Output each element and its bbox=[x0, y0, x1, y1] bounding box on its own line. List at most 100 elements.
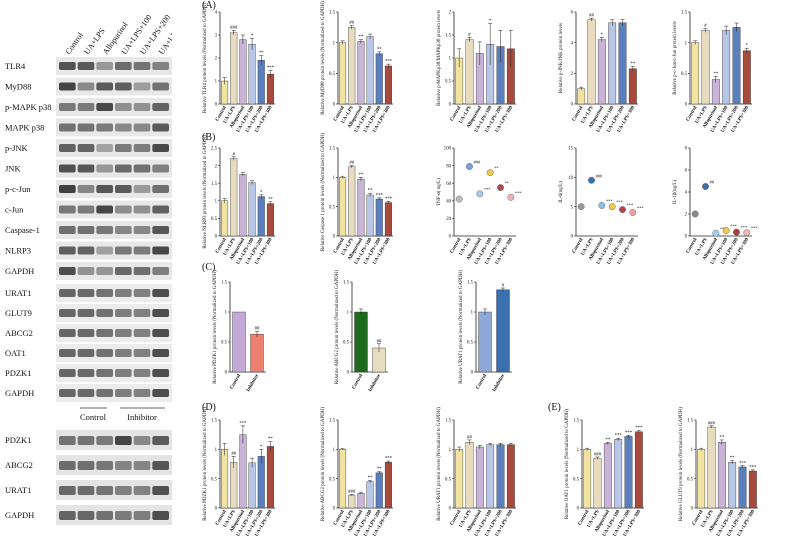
blot-band bbox=[152, 511, 169, 520]
blot-band bbox=[133, 511, 151, 520]
y-tick-label: 1 bbox=[215, 80, 218, 85]
blot-band bbox=[152, 103, 169, 111]
y-tick-label: 1 bbox=[333, 41, 336, 46]
blot-band bbox=[115, 164, 132, 173]
y-tick-label: 0.5 bbox=[681, 72, 688, 77]
blot-band bbox=[96, 246, 113, 255]
blot-band bbox=[59, 486, 76, 495]
blot-band bbox=[115, 123, 132, 132]
data-point bbox=[476, 190, 484, 198]
blot-band bbox=[115, 389, 132, 397]
bar bbox=[496, 289, 510, 373]
significance-label: # bbox=[233, 152, 236, 157]
bar bbox=[266, 203, 274, 237]
blot-band bbox=[59, 349, 76, 357]
y-tick-label: 1 bbox=[215, 448, 218, 453]
blot-row-label: Caspase-1 bbox=[5, 225, 40, 235]
blot-band bbox=[133, 205, 151, 214]
blot-row-bg bbox=[56, 284, 172, 302]
blot-band bbox=[96, 461, 113, 470]
blot-row-label: PDZK1 bbox=[5, 368, 31, 378]
y-tick-label: 0.5 bbox=[467, 341, 474, 346]
blot-band bbox=[59, 82, 76, 91]
significance-label: *** bbox=[239, 421, 247, 426]
blot-band bbox=[115, 436, 132, 445]
blot-band bbox=[77, 144, 95, 152]
bar bbox=[366, 36, 374, 105]
blot-band bbox=[152, 205, 169, 214]
blot-band bbox=[59, 289, 76, 297]
data-point bbox=[722, 227, 730, 234]
blot-band bbox=[59, 123, 76, 132]
blot-row-label: ABCG2 bbox=[5, 460, 33, 470]
bar bbox=[250, 334, 264, 373]
blot-band bbox=[133, 289, 151, 297]
y-axis-label: Relative p-JNK/JNK protein levels bbox=[559, 23, 564, 93]
y-tick-label: 1.5 bbox=[445, 34, 452, 39]
significance-label: * bbox=[260, 190, 263, 195]
bar bbox=[221, 449, 229, 509]
y-axis-label: Relative URAT1 protein levels (Normalize… bbox=[459, 270, 464, 384]
blot-band bbox=[152, 246, 169, 255]
significance-label: * bbox=[251, 34, 254, 39]
blot-row-label: JNK bbox=[5, 164, 21, 174]
y-tick-label: 0.5 bbox=[329, 205, 336, 210]
blot-row-bg bbox=[56, 344, 172, 362]
significance-label: * bbox=[260, 445, 263, 450]
blot-band bbox=[152, 267, 169, 275]
y-tick-label: 1.5 bbox=[343, 281, 350, 286]
bar bbox=[634, 431, 643, 509]
y-tick-label: 0 bbox=[449, 103, 452, 108]
bar bbox=[455, 449, 464, 509]
blot-band bbox=[59, 436, 76, 445]
blot-band bbox=[152, 309, 169, 317]
significance-label: *** bbox=[615, 434, 623, 439]
y-tick-label: 1 bbox=[225, 311, 228, 316]
y-tick-label: 0.5 bbox=[211, 477, 218, 482]
bar bbox=[478, 311, 492, 373]
x-tick-label: Inhibitor bbox=[492, 373, 506, 393]
blot-band bbox=[152, 486, 169, 495]
significance-label: *** bbox=[515, 190, 523, 195]
blot-band bbox=[77, 103, 95, 111]
blot-band bbox=[152, 369, 169, 377]
significance-label: *** bbox=[627, 203, 635, 208]
significance-label: *** bbox=[385, 197, 393, 202]
bar bbox=[384, 202, 392, 237]
blot-band bbox=[133, 246, 151, 255]
y-tick-label: 0 bbox=[471, 371, 474, 376]
data-point bbox=[691, 210, 699, 218]
bar bbox=[230, 32, 238, 105]
blot-row-bg bbox=[56, 364, 172, 382]
blot-mid-label: Inhibitor bbox=[127, 412, 157, 422]
bar bbox=[354, 311, 368, 373]
y-axis-label: Relative NLRP3 protein levels (Normalize… bbox=[203, 135, 208, 249]
significance-label: ## bbox=[589, 14, 594, 19]
y-axis-label: Relative PDZK1 protein levels (Normalize… bbox=[203, 407, 208, 521]
blot-band bbox=[96, 123, 113, 132]
y-tick-label: 80 bbox=[446, 164, 451, 169]
bar bbox=[618, 22, 627, 105]
blot-band bbox=[133, 103, 151, 111]
blot-band bbox=[59, 389, 76, 397]
blot-band bbox=[152, 349, 169, 357]
y-tick-label: 1 bbox=[691, 448, 694, 453]
blot-band bbox=[115, 185, 132, 193]
bar bbox=[357, 493, 365, 509]
significance-label: ## bbox=[349, 161, 354, 166]
blot-band bbox=[152, 436, 169, 445]
bar bbox=[339, 449, 347, 509]
bar bbox=[384, 462, 392, 509]
y-tick-label: 1.5 bbox=[445, 419, 452, 424]
significance-label: * bbox=[746, 44, 749, 49]
significance-label: ** bbox=[719, 435, 724, 440]
bar bbox=[257, 456, 265, 509]
bar bbox=[366, 194, 374, 237]
y-tick-label: 0.5 bbox=[221, 341, 228, 346]
blot-row-label: NLRP3 bbox=[5, 246, 31, 256]
y-axis-label: Relative Caspase 1 protein levels (Norma… bbox=[321, 133, 326, 251]
bar bbox=[248, 182, 256, 237]
bar bbox=[239, 39, 247, 105]
